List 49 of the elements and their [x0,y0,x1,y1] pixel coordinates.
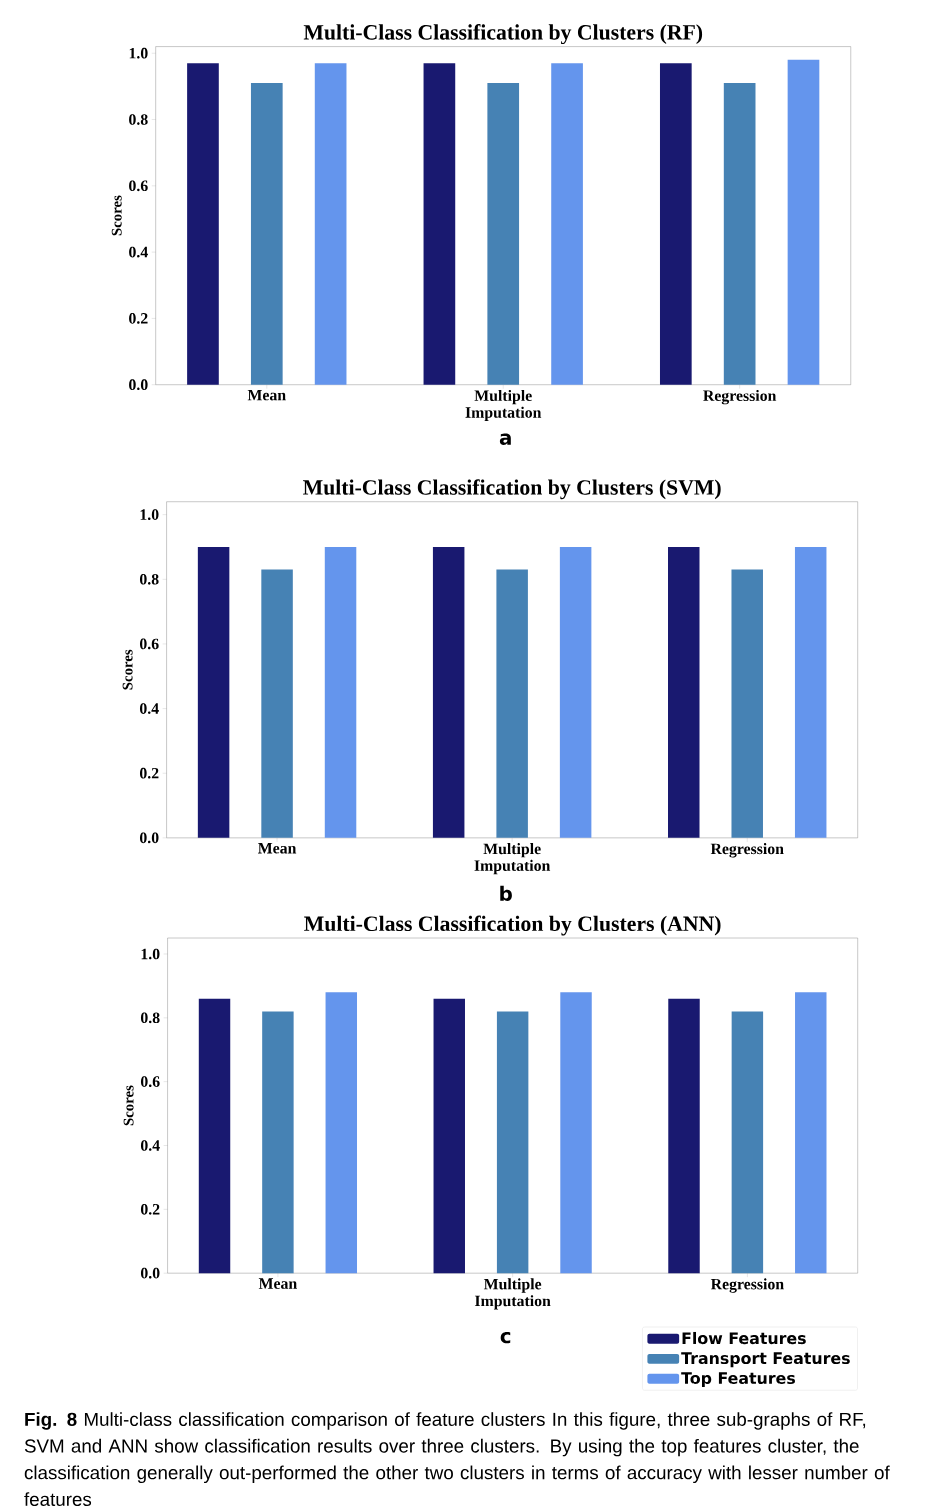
x-tick-label: Mean [258,843,297,854]
y-axis-title: Scores [123,1085,134,1126]
legend-label: Top Features [681,1372,796,1388]
x-tick-label: Regression [703,389,777,405]
bar [433,998,466,1274]
x-tick-label: Multiple Imputation [474,1278,551,1310]
x-tick-label: Regression [710,1278,784,1293]
chart-title: Multi-Class Classification by Clusters (SVM) [303,479,721,500]
x-tick-label: Multiple Imputation [474,843,551,875]
x-tick-label: Multiple Imputation [465,389,542,421]
bar [496,1011,529,1274]
text: c [500,1331,511,1344]
y-tick-label: 0.0 [140,832,159,844]
y-tick-label: 0.8 [140,573,159,585]
y-axis-title: Scores [111,195,122,236]
y-tick-label: 0.8 [129,114,148,125]
text: Fig. 8 Multi-class classification comparison of feature clusters In this figure, three sub-graphs of RF, SVM and ANN show classification results over three clusters. By using the top features cluster, the classification generally out-performed the other two clusters in terms of accuracy with lesser number of features [24,1412,890,1506]
y-tick-label: 0.4 [129,246,148,258]
text: b [500,885,512,902]
bar [795,992,827,1274]
chart-title: Multi-Class Classification by Clusters (RF) [303,24,703,45]
y-tick-label: 0.2 [140,767,159,779]
bar [325,992,358,1274]
y-tick-label: 0.2 [129,313,148,324]
chart-title: Multi-Class Classification by Clusters (ANN) [304,915,721,936]
legend-label: Flow Features [682,1331,806,1345]
y-tick-label: 0.6 [141,1076,160,1088]
legend-label: Transport Features [681,1352,850,1368]
bar [198,998,231,1274]
text: a [499,433,511,445]
y-tick-label: 0.6 [140,638,159,650]
y-tick-label: 0.4 [141,1140,160,1151]
bar [731,1011,764,1274]
x-tick-label: Mean [258,1278,298,1289]
bar [560,992,592,1274]
bar [262,1011,294,1274]
x-tick-label: Regression [710,843,784,858]
y-tick-label: 0.2 [141,1203,160,1215]
x-tick-label: Mean [247,389,286,401]
y-axis-title: Scores [122,649,133,690]
y-tick-label: 0.4 [140,703,159,714]
y-tick-label: 1.0 [129,47,148,59]
bar [668,998,700,1274]
y-tick-label: 0.0 [141,1267,160,1279]
y-tick-label: 1.0 [140,509,159,521]
y-tick-label: 1.0 [141,948,160,960]
y-tick-label: 0.6 [129,180,148,192]
y-tick-label: 0.0 [129,379,148,391]
y-tick-label: 0.8 [141,1012,160,1024]
